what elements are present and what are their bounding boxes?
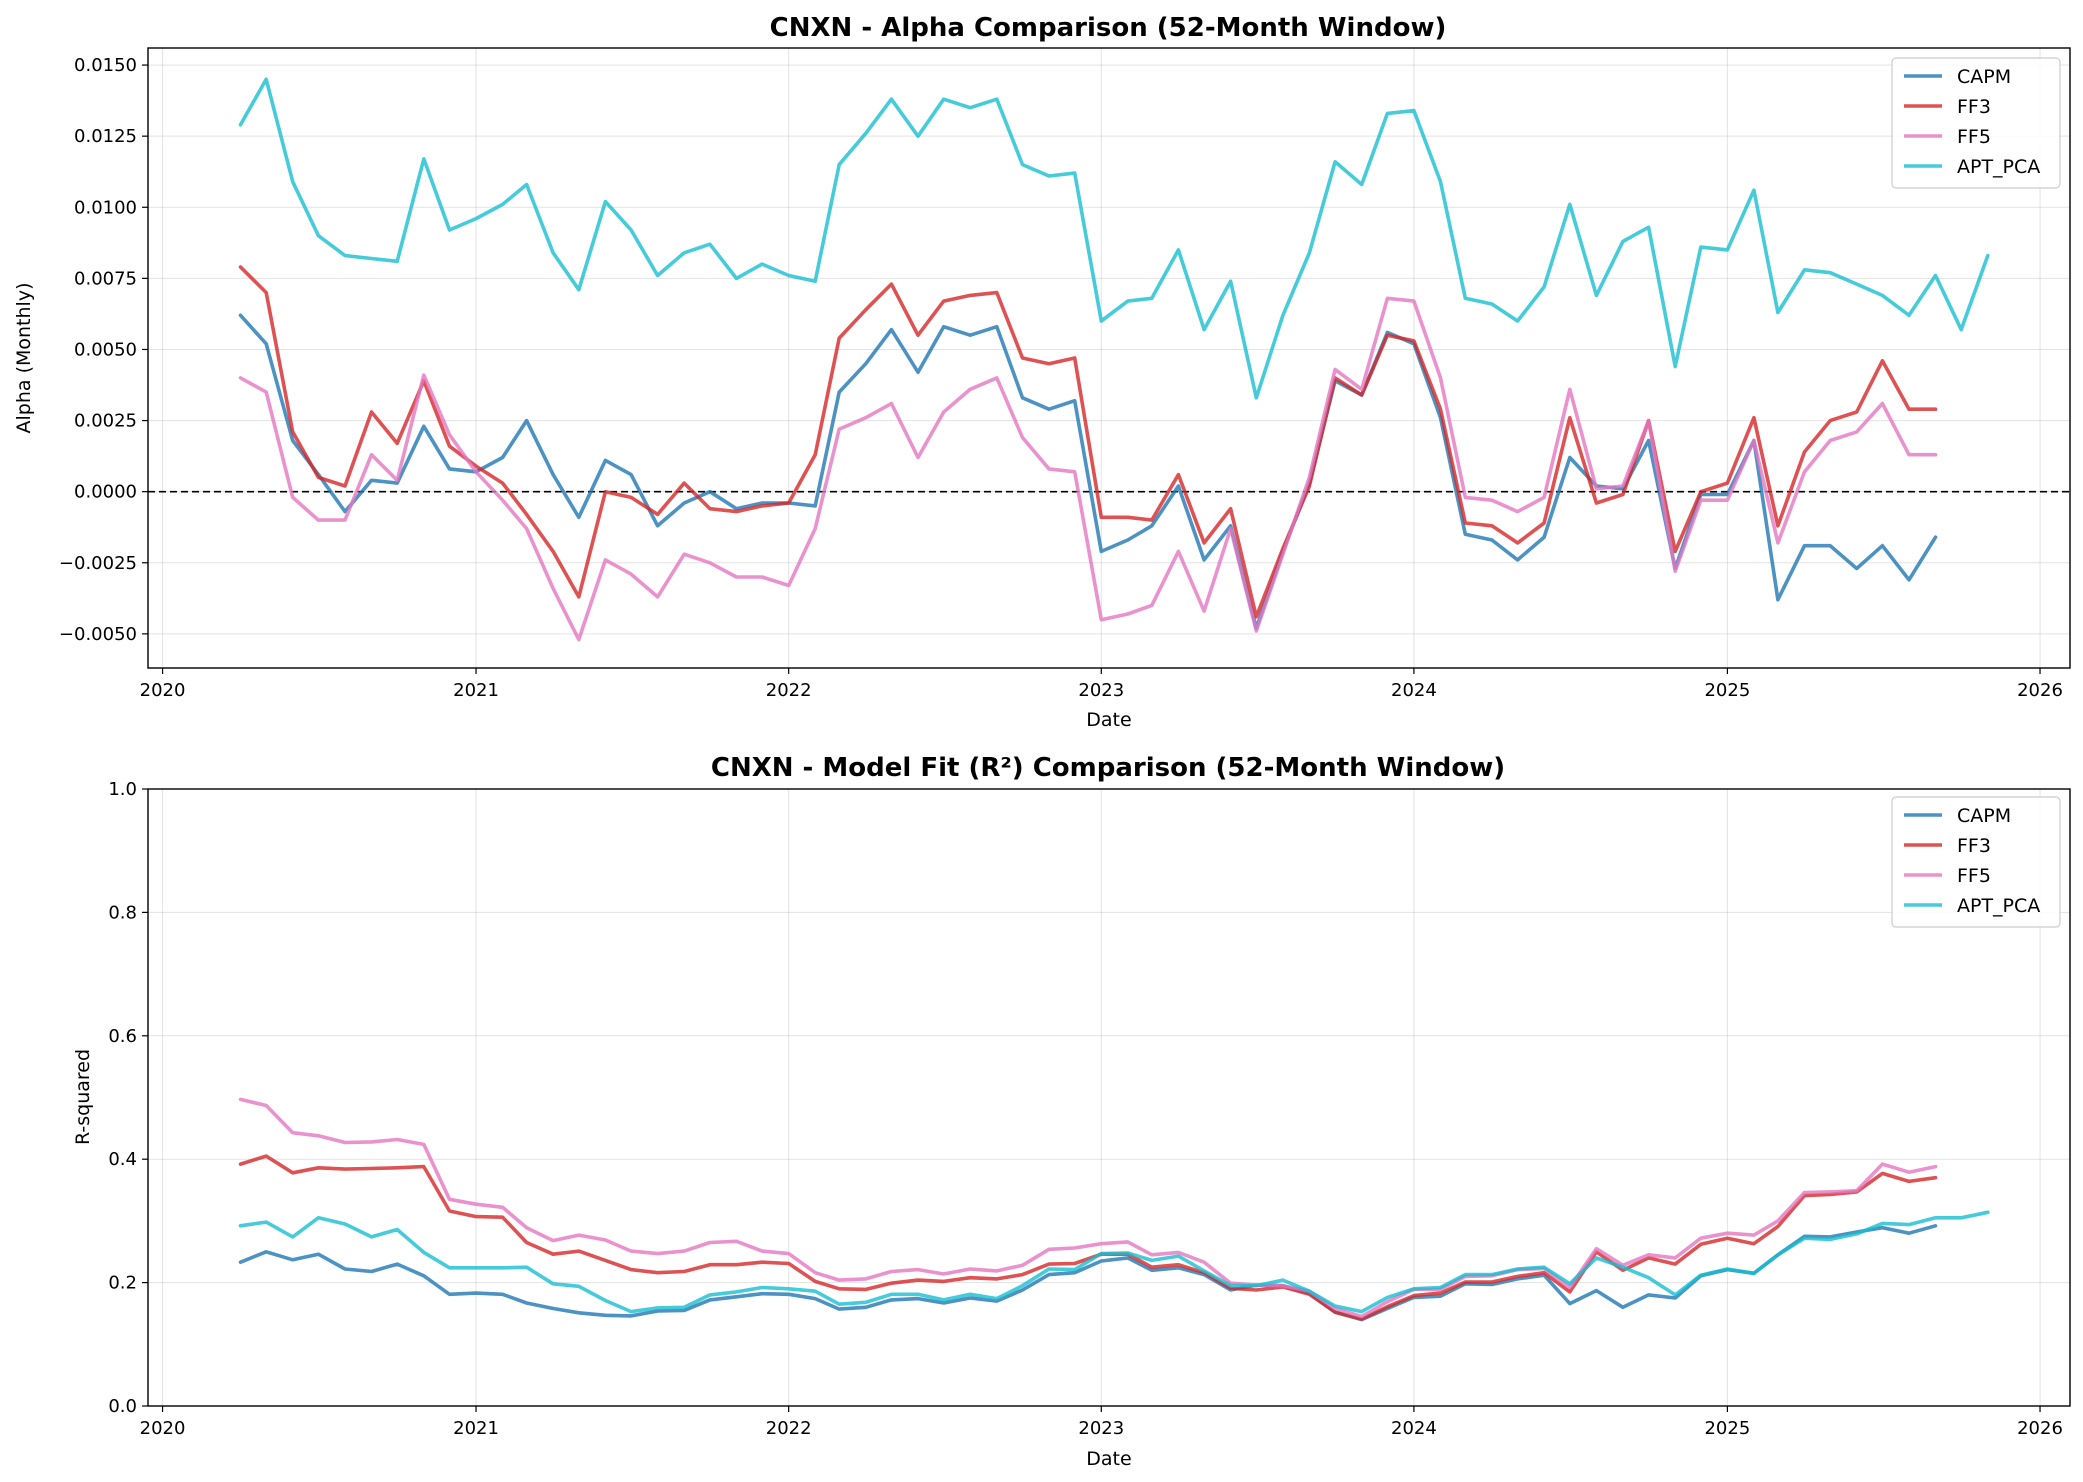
alpha-chart-panel: CNXN - Alpha Comparison (52-Month Window… [13, 13, 2071, 731]
alpha-y-tick-label-2: 0.0100 [74, 197, 137, 218]
rsquared-y-axis-label: R-squared [72, 1049, 94, 1145]
alpha-x-tick-label-5: 2025 [1704, 680, 1750, 701]
alpha-chart-title: CNXN - Alpha Comparison (52-Month Window… [770, 13, 1447, 43]
alpha-x-tick-label-0: 2020 [140, 680, 186, 701]
rsquared-chart-panel: CNXN - Model Fit (R²) Comparison (52-Mon… [72, 753, 2071, 1470]
alpha-y-tick-label-1: 0.0125 [74, 126, 137, 147]
rsquared-x-tick-label-5: 2025 [1704, 1418, 1750, 1439]
rsquared-y-tick-label-2: 0.6 [108, 1026, 137, 1047]
alpha-x-ticks: 2020 2021 2022 2023 2024 2025 2026 [140, 668, 2063, 701]
alpha-plot-frame [147, 47, 2071, 669]
alpha-x-tick-label-1: 2021 [453, 680, 499, 701]
alpha-y-tick-label-4: 0.0050 [74, 339, 137, 360]
alpha-y-tick-label-8: −0.0050 [59, 624, 137, 645]
alpha-x-tick-label-3: 2023 [1078, 680, 1124, 701]
alpha-grid [148, 48, 2070, 668]
rsquared-x-tick-label-3: 2023 [1078, 1418, 1124, 1439]
rsquared-y-tick-label-0: 1.0 [108, 779, 137, 800]
alpha-plot-area [148, 48, 2070, 668]
alpha-legend-label-capm: CAPM [1957, 66, 2011, 88]
alpha-y-tick-label-7: −0.0025 [59, 553, 137, 574]
alpha-y-tick-label-5: 0.0025 [74, 411, 137, 432]
rsquared-y-ticks: 1.0 0.8 0.6 0.4 0.2 0.0 [108, 779, 148, 1417]
alpha-y-tick-label-0: 0.0150 [74, 55, 137, 76]
alpha-legend-label-ff3: FF3 [1957, 96, 1991, 118]
rsquared-x-tick-label-0: 2020 [140, 1418, 186, 1439]
alpha-series [238, 77, 1990, 642]
rsquared-y-tick-label-4: 0.2 [108, 1273, 137, 1294]
rsquared-x-tick-label-2: 2022 [766, 1418, 812, 1439]
rsquared-series [238, 1097, 1990, 1322]
alpha-legend-box [1891, 57, 2061, 189]
rsquared-legend-box [1891, 796, 2061, 928]
alpha-series-line-ff5 [238, 296, 1938, 642]
alpha-y-ticks: 0.0150 0.0125 0.0100 0.0075 0.0050 0.0025 0.00… [59, 55, 148, 645]
alpha-x-tick-label-4: 2024 [1391, 680, 1437, 701]
rsquared-x-axis-label: Date [1086, 1448, 1131, 1470]
rsquared-legend-label-apt-pca: APT_PCA [1957, 895, 2040, 917]
alpha-x-axis-label: Date [1086, 709, 1131, 731]
rsquared-legend-label-ff3: FF3 [1957, 835, 1991, 857]
rsquared-legend-label-ff5: FF5 [1957, 865, 1991, 887]
rsquared-chart-title: CNXN - Model Fit (R²) Comparison (52-Mon… [711, 753, 1505, 783]
rsquared-x-tick-label-6: 2026 [2017, 1418, 2063, 1439]
alpha-x-tick-label-2: 2022 [766, 680, 812, 701]
alpha-series-line-capm [238, 313, 1938, 631]
rsquared-x-tick-label-1: 2021 [453, 1418, 499, 1439]
alpha-y-tick-label-3: 0.0075 [74, 268, 137, 289]
rsquared-series-line-apt-pca [238, 1210, 1990, 1314]
alpha-y-axis-label: Alpha (Monthly) [13, 283, 35, 434]
alpha-legend-label-ff5: FF5 [1957, 126, 1991, 148]
rsquared-plot-frame [147, 788, 2071, 1407]
rsquared-series-line-capm [238, 1224, 1938, 1322]
rsquared-plot-area [148, 789, 2070, 1406]
rsquared-y-tick-label-5: 0.0 [108, 1396, 137, 1417]
rsquared-legend: CAPM FF3 FF5 APT_PCA [1891, 796, 2061, 928]
rsquared-legend-label-capm: CAPM [1957, 805, 2011, 827]
alpha-legend-label-apt-pca: APT_PCA [1957, 156, 2040, 178]
rsquared-series-line-ff5 [238, 1097, 1938, 1319]
rsquared-series-line-ff3 [238, 1154, 1938, 1321]
rsquared-x-tick-label-4: 2024 [1391, 1418, 1437, 1439]
rsquared-x-ticks: 2020 2021 2022 2023 2024 2025 2026 [140, 1406, 2063, 1439]
alpha-legend: CAPM FF3 FF5 APT_PCA [1891, 57, 2061, 189]
alpha-x-tick-label-6: 2026 [2017, 680, 2063, 701]
alpha-series-line-apt-pca [238, 77, 1990, 400]
rsquared-y-tick-label-1: 0.8 [108, 902, 137, 923]
rsquared-y-tick-label-3: 0.4 [108, 1149, 137, 1170]
alpha-y-tick-label-6: 0.0000 [74, 482, 137, 503]
